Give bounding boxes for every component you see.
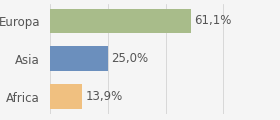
Text: 61,1%: 61,1% — [194, 14, 232, 27]
Text: 13,9%: 13,9% — [85, 90, 122, 103]
Bar — [50, 9, 191, 33]
Text: 25,0%: 25,0% — [111, 52, 148, 65]
Bar — [50, 46, 108, 71]
Bar — [50, 84, 82, 109]
